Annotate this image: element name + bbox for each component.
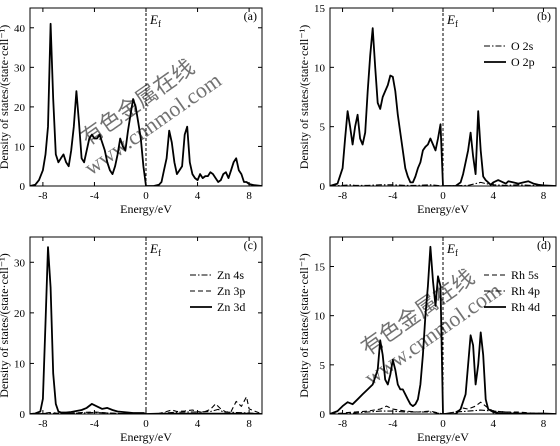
dos-panel: -8 -4 0 4 8 0 5 10 15 Energy/eV Density of states/…: [297, 3, 557, 216]
x-tick-label: 0: [143, 418, 149, 430]
y-tick-label: 5: [320, 360, 326, 372]
legend-entry: Rh 4p: [511, 284, 540, 298]
y-tick-label: 10: [314, 311, 326, 323]
y-tick-label: 30: [14, 62, 26, 74]
dos-panel: -8 -4 0 4 8 0 10 20 30 40 Energy/eV Density of stat…: [0, 7, 263, 216]
legend-entry: O 2p: [511, 55, 535, 69]
x-tick-label: 0: [440, 418, 446, 430]
fermi-level-symbol: E: [446, 12, 455, 27]
x-tick-label: -8: [338, 418, 348, 430]
x-tick-label: 4: [490, 418, 496, 430]
x-tick-label: -8: [38, 190, 48, 202]
fermi-level-label: Ef: [149, 12, 161, 29]
x-tick-label: -4: [388, 418, 398, 430]
y-tick-label: 10: [314, 62, 326, 74]
legend-entry: O 2s: [511, 39, 534, 53]
x-tick-label: -4: [90, 190, 100, 202]
y-axis-label: Density of states/(state·cell⁻¹): [297, 253, 311, 398]
y-tick-label: 30: [14, 257, 26, 269]
panel-label: (a): [244, 9, 257, 23]
x-axis-label: Energy/eV: [417, 202, 469, 216]
y-tick-label: 0: [20, 409, 26, 421]
x-tick-label: 4: [490, 190, 496, 202]
x-tick-label: 0: [143, 190, 149, 202]
legend-entry: Zn 4s: [217, 268, 244, 282]
x-tick-label: -8: [338, 190, 348, 202]
legend-entry: Zn 3p: [217, 284, 245, 298]
y-axis-label: Density of states/(state·cell⁻¹): [0, 25, 11, 170]
fermi-level-subscript: f: [158, 248, 161, 258]
x-axis-label: Energy/eV: [120, 430, 172, 444]
x-tick-label: 8: [541, 418, 547, 430]
fermi-level-label: Ef: [149, 241, 161, 258]
fermi-level-label: Ef: [446, 241, 458, 258]
fermi-level-symbol: E: [149, 241, 158, 256]
y-tick-label: 5: [320, 122, 326, 134]
panel-label: (b): [537, 9, 551, 23]
fermi-level-subscript: f: [455, 248, 458, 258]
y-axis-label: Density of states/(state·cell⁻¹): [0, 253, 11, 398]
fermi-level-symbol: E: [149, 12, 158, 27]
fermi-level-subscript: f: [158, 19, 161, 29]
y-tick-label: 10: [14, 358, 26, 370]
panel-label: (d): [537, 238, 551, 252]
y-tick-label: 0: [320, 181, 326, 193]
y-tick-label: 0: [320, 409, 326, 421]
x-axis-label: Energy/eV: [120, 202, 172, 216]
x-tick-label: 4: [195, 418, 201, 430]
y-tick-label: 0: [20, 181, 26, 193]
legend-entry: Zn 3d: [217, 300, 245, 314]
x-tick-label: -4: [90, 418, 100, 430]
dos-panel: -8 -4 0 4 8 0 5 10 15 Energy/eV Density of states/…: [297, 236, 557, 444]
y-tick-label: 15: [314, 262, 326, 274]
x-tick-label: -8: [38, 418, 48, 430]
y-tick-label: 10: [14, 141, 26, 153]
legend-entry: Rh 5s: [511, 268, 539, 282]
series-line: [30, 22, 262, 186]
y-tick-label: 20: [14, 102, 26, 114]
y-axis-label: Density of states/(state·cell⁻¹): [297, 25, 311, 170]
series-line: [30, 408, 262, 414]
x-tick-label: 8: [246, 190, 252, 202]
x-tick-label: -4: [388, 190, 398, 202]
x-tick-label: 8: [246, 418, 252, 430]
x-axis-label: Energy/eV: [417, 430, 469, 444]
fermi-level-subscript: f: [455, 19, 458, 29]
y-tick-label: 20: [14, 308, 26, 320]
series-line: [330, 27, 556, 186]
x-tick-label: 8: [541, 190, 547, 202]
y-tick-label: 15: [314, 3, 326, 15]
fermi-level-symbol: E: [446, 241, 455, 256]
series-line: [30, 396, 262, 414]
x-tick-label: 4: [195, 190, 201, 202]
legend-entry: Rh 4d: [511, 300, 540, 314]
series-line: [30, 246, 262, 414]
series-line: [330, 245, 556, 414]
fermi-level-label: Ef: [446, 12, 458, 29]
x-tick-label: 0: [440, 190, 446, 202]
series-line: [330, 181, 556, 186]
y-tick-label: 40: [14, 23, 26, 35]
dos-panel: -8 -4 0 4 8 0 10 20 30 Energy/eV Density of states…: [0, 236, 263, 444]
panel-label: (c): [244, 238, 257, 252]
